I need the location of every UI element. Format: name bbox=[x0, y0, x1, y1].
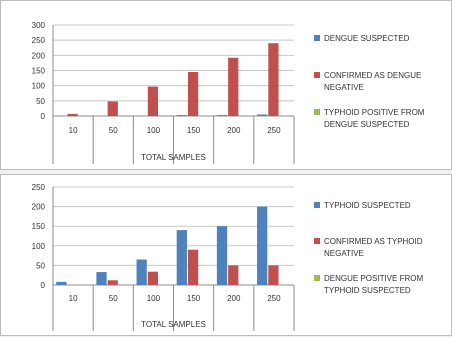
bar-2 bbox=[107, 101, 118, 116]
x-tick-label: 200 bbox=[227, 294, 241, 303]
chart-svg-typhoid: 0 50 100 150 200 250 10 50 100 150 200 250 TOTAL SAM… bbox=[32, 183, 423, 331]
y-tick-label: 250 bbox=[32, 183, 46, 192]
legend-label: DENGUE SUSPECTED bbox=[324, 120, 410, 129]
legend-swatch bbox=[314, 202, 320, 208]
bar-1 bbox=[257, 114, 268, 116]
legend-label: DENGUE POSITIVE FROM bbox=[324, 274, 423, 283]
bar-1 bbox=[136, 259, 147, 285]
x-tick-label: 50 bbox=[109, 126, 118, 135]
y-tick-label: 0 bbox=[41, 112, 46, 121]
legend-swatch bbox=[314, 35, 320, 41]
y-tick-label: 200 bbox=[32, 203, 46, 212]
x-tick-label: 50 bbox=[109, 294, 118, 303]
y-tick-label: 100 bbox=[32, 82, 46, 91]
x-tick-label: 100 bbox=[147, 126, 161, 135]
bar-2 bbox=[228, 265, 239, 285]
bar-2 bbox=[268, 43, 279, 117]
x-tick-label: 100 bbox=[147, 294, 161, 303]
x-tick-label: 200 bbox=[227, 126, 241, 135]
legend-label: NEGATIVE bbox=[324, 249, 364, 258]
y-tick-label: 200 bbox=[32, 51, 46, 60]
y-tick-label: 150 bbox=[32, 67, 46, 76]
bar-2 bbox=[107, 280, 118, 285]
y-tick-label: 300 bbox=[32, 21, 46, 30]
legend-swatch bbox=[314, 275, 320, 281]
legend-swatch bbox=[314, 109, 320, 115]
legend-swatch bbox=[314, 72, 320, 78]
bar-1 bbox=[257, 206, 268, 285]
bar-1 bbox=[176, 230, 187, 285]
legend-swatch bbox=[314, 238, 320, 244]
chart-panel-dengue: 0 50 100 150 200 250 300 10 50 100 150 200 250 TOTAL … bbox=[0, 0, 452, 170]
legend-label: NEGATIVE bbox=[324, 83, 364, 92]
y-tick-label: 100 bbox=[32, 242, 46, 251]
y-tick-label: 250 bbox=[32, 36, 46, 45]
bar-1 bbox=[216, 226, 228, 285]
x-axis-title: TOTAL SAMPLES bbox=[141, 320, 206, 329]
bar-1 bbox=[176, 115, 187, 116]
x-tick-label: 250 bbox=[267, 294, 281, 303]
y-tick-label: 0 bbox=[41, 281, 46, 290]
bar-1 bbox=[96, 272, 107, 285]
legend-label: CONFIRMED AS TYPHOID bbox=[324, 237, 423, 246]
bar-1 bbox=[216, 115, 228, 116]
bar-2 bbox=[268, 265, 279, 285]
legend-label: TYPHOID SUSPECTED bbox=[324, 201, 411, 210]
y-tick-label: 50 bbox=[36, 97, 45, 106]
legend-label: TYPHOID POSITIVE FROM bbox=[324, 108, 425, 117]
legend-label: TYPHOID SUSPECTED bbox=[324, 286, 411, 295]
bar-1 bbox=[56, 281, 67, 285]
y-tick-label: 50 bbox=[36, 261, 45, 270]
chart-panel-typhoid: 0 50 100 150 200 250 10 50 100 150 200 250 TOTAL SAM… bbox=[0, 174, 452, 336]
legend-label: CONFIRMED AS DENGUE bbox=[324, 71, 421, 80]
legend-label: DENGUE SUSPECTED bbox=[324, 34, 410, 43]
bar-2 bbox=[187, 249, 199, 285]
bar-2 bbox=[187, 72, 199, 116]
x-tick-label: 250 bbox=[267, 126, 281, 135]
bar-2 bbox=[147, 271, 159, 285]
bar-2 bbox=[147, 86, 159, 116]
x-axis-title: TOTAL SAMPLES bbox=[141, 153, 206, 162]
x-tick-label: 150 bbox=[187, 294, 201, 303]
bar-2 bbox=[67, 113, 78, 116]
x-tick-label: 10 bbox=[69, 294, 78, 303]
bar-2 bbox=[228, 57, 239, 116]
chart-svg-dengue: 0 50 100 150 200 250 300 10 50 100 150 200 250 TOTAL … bbox=[32, 21, 425, 164]
x-tick-label: 150 bbox=[187, 126, 201, 135]
y-tick-label: 150 bbox=[32, 222, 46, 231]
x-tick-label: 10 bbox=[69, 126, 78, 135]
